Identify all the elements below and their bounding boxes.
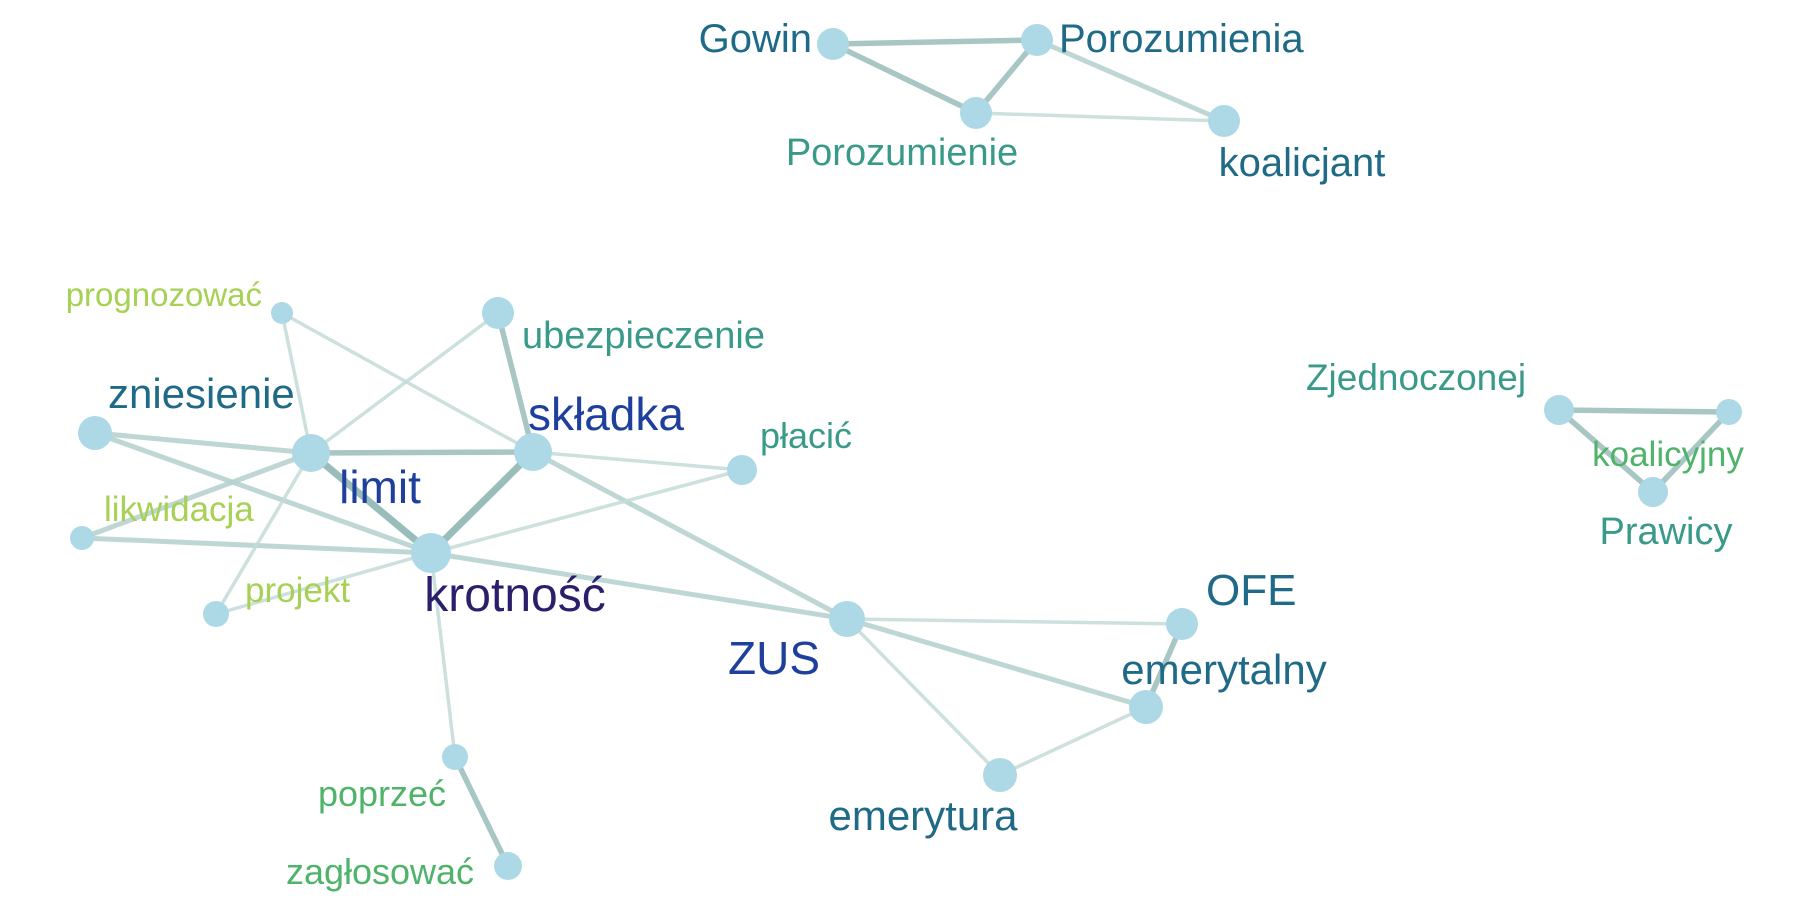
label-prognozowac: prognozować: [66, 276, 262, 313]
edge-zus-emerytura: [845, 617, 1002, 777]
edge-zjednoczonej-prawicy: [1556, 407, 1656, 495]
label-prawicy: Prawicy: [1599, 511, 1732, 553]
label-projekt: projekt: [245, 571, 350, 610]
node-placic: [727, 455, 757, 485]
edge-unlabeled_right-prawicy: [1650, 409, 1732, 495]
edge-skladka-zus: [530, 449, 850, 622]
node-limit: [292, 434, 330, 472]
edge-limit-skladka: [308, 449, 536, 456]
label-emerytura: emerytura: [828, 792, 1018, 839]
edge-porozumienie-koalicjant: [974, 111, 1226, 123]
label-koalicyjny: koalicyjny: [1592, 435, 1744, 474]
edge-emerytura-emerytalny: [998, 705, 1148, 777]
node-zniesienie: [78, 416, 112, 450]
label-placic: płacić: [760, 415, 852, 456]
edge-projekt-krotnosc: [214, 551, 433, 616]
label-skladka: składka: [528, 388, 684, 440]
edges-layer: [79, 37, 1732, 869]
label-porozumienie: Porozumienie: [786, 132, 1018, 174]
edge-zniesienie-krotnosc: [92, 430, 434, 556]
label-zniesienie: zniesienie: [108, 370, 295, 417]
node-emerytura: [983, 758, 1017, 792]
edge-placic-krotnosc: [429, 468, 744, 555]
edge-zniesienie-limit: [92, 430, 314, 456]
node-unlabeled_right: [1716, 399, 1742, 425]
edge-prognozowac-limit: [280, 311, 313, 455]
edge-projekt-limit: [214, 451, 313, 616]
nodes-layer: [70, 24, 1742, 880]
node-porozumienie: [960, 97, 992, 129]
node-koalicjant: [1208, 105, 1240, 137]
edge-limit-krotnosc: [307, 449, 435, 557]
edge-ubezpieczenie-skladka: [495, 310, 536, 455]
edge-zus-ofe: [845, 617, 1184, 626]
label-zjednoczonej: Zjednoczonej: [1306, 357, 1526, 398]
node-poprzec: [442, 744, 468, 770]
node-ubezpieczenie: [482, 297, 514, 329]
node-ofe: [1166, 608, 1198, 640]
edge-zus-emerytalny: [844, 616, 1149, 710]
label-emerytalny: emerytalny: [1121, 646, 1326, 693]
edge-porozumienia-koalicjant: [1034, 37, 1227, 124]
edge-zjednoczonej-unlabeled_right: [1556, 407, 1732, 415]
label-zus: ZUS: [728, 632, 820, 684]
label-ubezpieczenie: ubezpieczenie: [522, 315, 765, 357]
labels-layer: Gowin Porozumienia Porozumienie koalicjant p…: [66, 17, 1745, 892]
label-zaglosowac: zagłosować: [286, 851, 474, 892]
label-limit: limit: [339, 461, 421, 513]
label-koalicjant: koalicjant: [1219, 141, 1386, 185]
node-zjednoczonej: [1544, 395, 1574, 425]
node-porozumienia: [1021, 24, 1053, 56]
edge-poprzec-zaglosowac: [452, 754, 511, 869]
node-krotnosc: [411, 533, 451, 573]
node-likwidacja: [70, 526, 94, 550]
edge-ubezpieczenie-limit: [309, 311, 500, 455]
edge-skladka-krotnosc: [427, 448, 537, 557]
label-porozumienia: Porozumienia: [1059, 17, 1304, 61]
node-zus: [829, 601, 865, 637]
node-prognozowac: [271, 302, 293, 324]
edge-krotnosc-zus: [428, 550, 850, 622]
label-krotnosc: krotność: [424, 569, 605, 622]
label-likwidacja: likwidacja: [104, 490, 254, 529]
node-projekt: [203, 601, 229, 627]
edge-krotnosc-poprzec: [429, 551, 457, 759]
edge-gowin-porozumienie: [830, 41, 979, 116]
label-gowin: Gowin: [699, 17, 812, 61]
node-zaglosowac: [494, 852, 522, 880]
node-prawicy: [1638, 477, 1668, 507]
edge-skladka-placic: [531, 450, 744, 472]
node-emerytalny: [1129, 690, 1163, 724]
label-ofe: OFE: [1206, 566, 1296, 615]
label-poprzec: poprzeć: [318, 773, 446, 814]
edge-gowin-porozumienia: [830, 37, 1040, 47]
node-gowin: [817, 28, 849, 60]
node-skladka: [514, 433, 552, 471]
edge-likwidacja-limit: [79, 450, 314, 541]
